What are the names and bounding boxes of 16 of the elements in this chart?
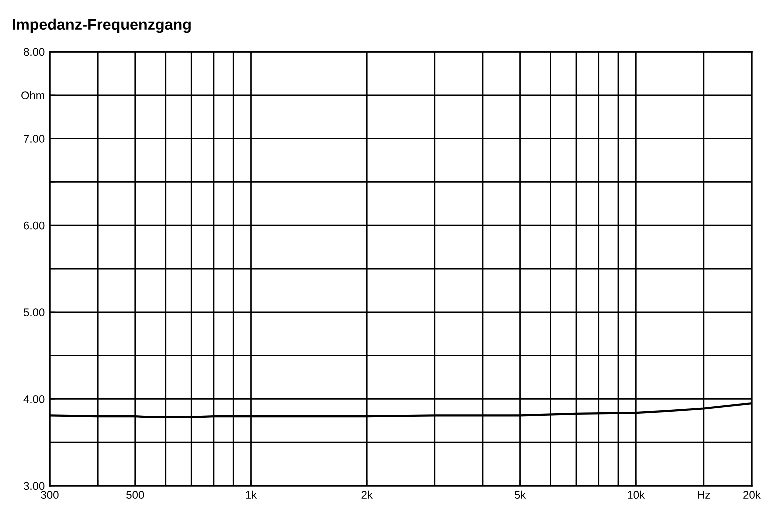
x-tick-label: 20k (744, 490, 761, 500)
y-tick-label: Ohm (22, 91, 44, 100)
y-tick-label: 3.00 (24, 482, 45, 490)
x-tick-label: Hz (698, 491, 710, 499)
x-tick-label: 5k (514, 490, 526, 500)
y-tick-label: 4.00 (24, 395, 45, 404)
y-tick-label: 5.00 (24, 308, 45, 317)
chart-title: Impedanz-Frequenzgang (13, 18, 191, 34)
y-tick-label: 7.00 (24, 135, 45, 143)
x-tick-label: 500 (126, 491, 144, 500)
x-tick-label: 1k (246, 490, 258, 499)
y-tick-label: 8.00 (24, 48, 45, 56)
x-tick-label: 2k (362, 490, 373, 499)
y-tick-label: 6.00 (24, 222, 45, 230)
x-tick-label: 300 (41, 491, 59, 500)
x-tick-label: 10k (628, 490, 646, 500)
